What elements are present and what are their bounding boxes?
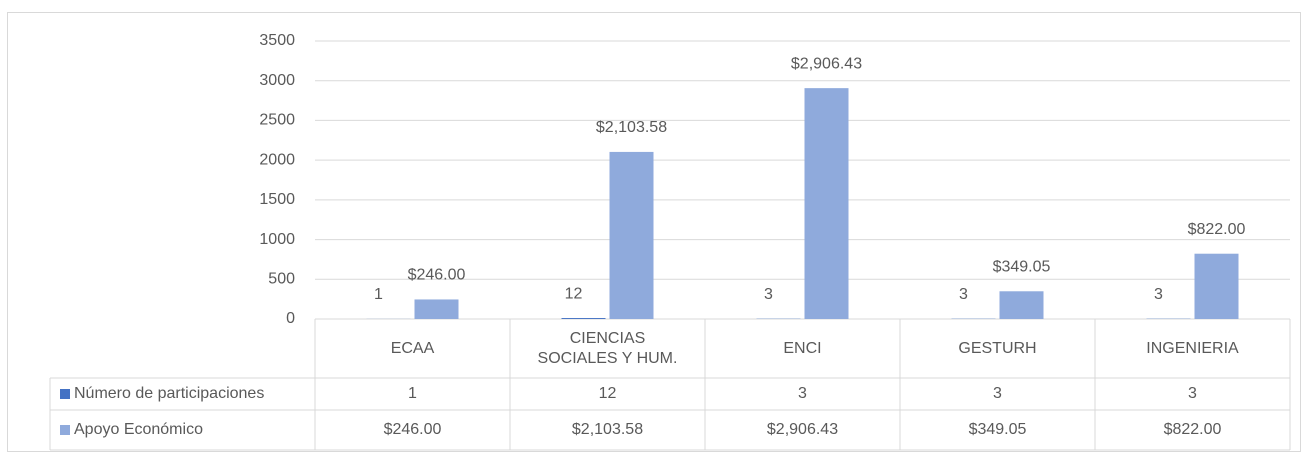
table-cell: 3 (798, 385, 807, 402)
table-cell: 3 (1188, 385, 1197, 402)
y-tick-label: 500 (268, 271, 295, 288)
y-tick-label: 3500 (259, 32, 295, 49)
chart-border (7, 12, 1301, 452)
data-label: $2,103.58 (596, 119, 667, 136)
data-label: $822.00 (1188, 221, 1246, 238)
data-label: 3 (764, 286, 773, 303)
table-cell: $349.05 (969, 421, 1027, 438)
data-label: $246.00 (408, 267, 466, 284)
x-tick-label: GESTURH (958, 339, 1037, 357)
data-label: 12 (565, 285, 583, 302)
legend-label: Número de participaciones (74, 385, 264, 402)
y-tick-label: 0 (286, 310, 295, 327)
bar (561, 318, 606, 319)
data-label: 3 (1154, 286, 1163, 303)
bar (999, 291, 1044, 319)
x-tick-label: ENCI (783, 339, 822, 357)
data-label: $2,906.43 (791, 55, 862, 72)
data-label: 3 (959, 286, 968, 303)
bar (804, 88, 849, 319)
table-cell: $822.00 (1164, 421, 1222, 438)
bar (414, 299, 459, 319)
data-label: 1 (374, 286, 383, 303)
legend-label: Apoyo Económico (74, 421, 203, 438)
table-cell: 12 (599, 385, 617, 402)
bar (1194, 253, 1239, 319)
y-tick-label: 2500 (259, 112, 295, 129)
legend-key (60, 389, 70, 399)
y-tick-label: 1500 (259, 191, 295, 208)
y-tick-label: 3000 (259, 72, 295, 89)
table-cell: $2,103.58 (572, 421, 643, 438)
table-cell: 3 (993, 385, 1002, 402)
bar (609, 151, 654, 319)
x-tick-label: ECAA (390, 339, 435, 357)
x-tick-label: CIENCIAS SOCIALES Y HUM. (537, 329, 678, 367)
table-cell: $2,906.43 (767, 421, 838, 438)
y-tick-label: 2000 (259, 151, 295, 168)
y-tick-label: 1000 (259, 231, 295, 248)
data-label: $349.05 (993, 258, 1051, 275)
legend-key (60, 425, 70, 435)
table-cell: $246.00 (384, 421, 442, 438)
x-tick-label: INGENIERIA (1146, 339, 1239, 357)
table-cell: 1 (408, 385, 417, 402)
